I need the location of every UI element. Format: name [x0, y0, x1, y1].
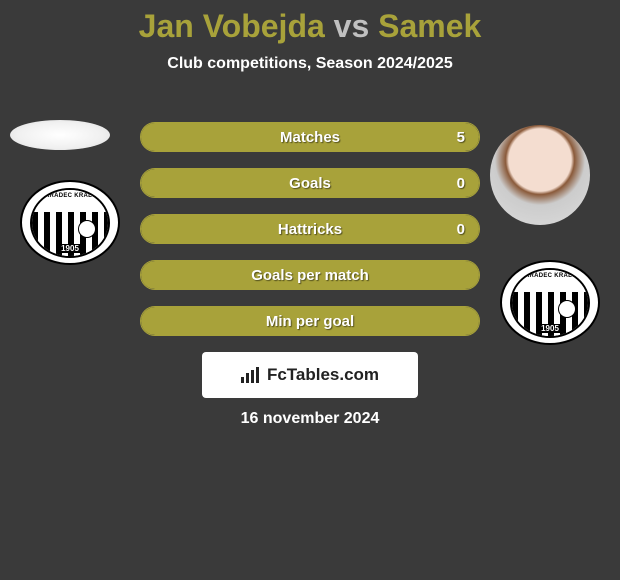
vs-text: vs — [334, 8, 370, 44]
crest-year: 1905 — [539, 324, 561, 333]
player1-avatar — [10, 120, 110, 150]
player1-name: Jan Vobejda — [139, 8, 325, 44]
stat-value-right: 0 — [457, 175, 465, 192]
player2-club-crest: FC HRADEC KRÁLOVÉ 1905 — [500, 260, 600, 345]
stats-container: Matches 5 Goals 0 Hattricks 0 Goals per match M… — [140, 122, 480, 352]
stat-row: Goals 0 — [140, 168, 480, 198]
stat-label: Min per goal — [266, 313, 354, 330]
stat-row: Matches 5 — [140, 122, 480, 152]
crest-year: 1905 — [59, 244, 81, 253]
stat-row: Goals per match — [140, 260, 480, 290]
stat-label: Goals per match — [251, 267, 369, 284]
stat-label: Matches — [280, 129, 340, 146]
player1-club-crest: FC HRADEC KRÁLOVÉ 1905 — [20, 180, 120, 265]
stat-value-right: 0 — [457, 221, 465, 238]
subtitle: Club competitions, Season 2024/2025 — [0, 55, 620, 73]
watermark-text: FcTables.com — [267, 365, 379, 385]
crest-text: FC HRADEC KRÁLOVÉ — [512, 270, 588, 292]
comparison-title: Jan Vobejda vs Samek — [0, 0, 620, 45]
crest-text: FC HRADEC KRÁLOVÉ — [32, 190, 108, 212]
date: 16 november 2024 — [0, 410, 620, 428]
player2-avatar — [490, 125, 590, 225]
stat-row: Hattricks 0 — [140, 214, 480, 244]
player2-name: Samek — [378, 8, 481, 44]
stat-value-right: 5 — [457, 129, 465, 146]
watermark: FcTables.com — [202, 352, 418, 398]
stat-label: Hattricks — [278, 221, 342, 238]
chart-icon — [241, 367, 261, 383]
stat-row: Min per goal — [140, 306, 480, 336]
stat-label: Goals — [289, 175, 331, 192]
